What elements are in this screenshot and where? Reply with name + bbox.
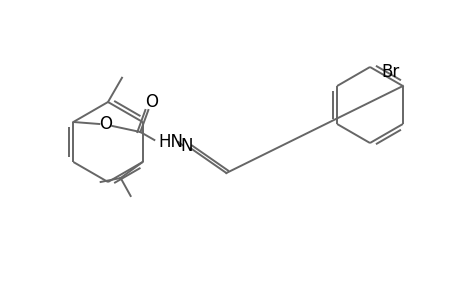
Text: Br: Br [381,63,399,81]
Text: O: O [145,93,157,111]
Text: N: N [180,137,192,155]
Text: O: O [99,115,112,133]
Text: HN: HN [158,133,183,151]
